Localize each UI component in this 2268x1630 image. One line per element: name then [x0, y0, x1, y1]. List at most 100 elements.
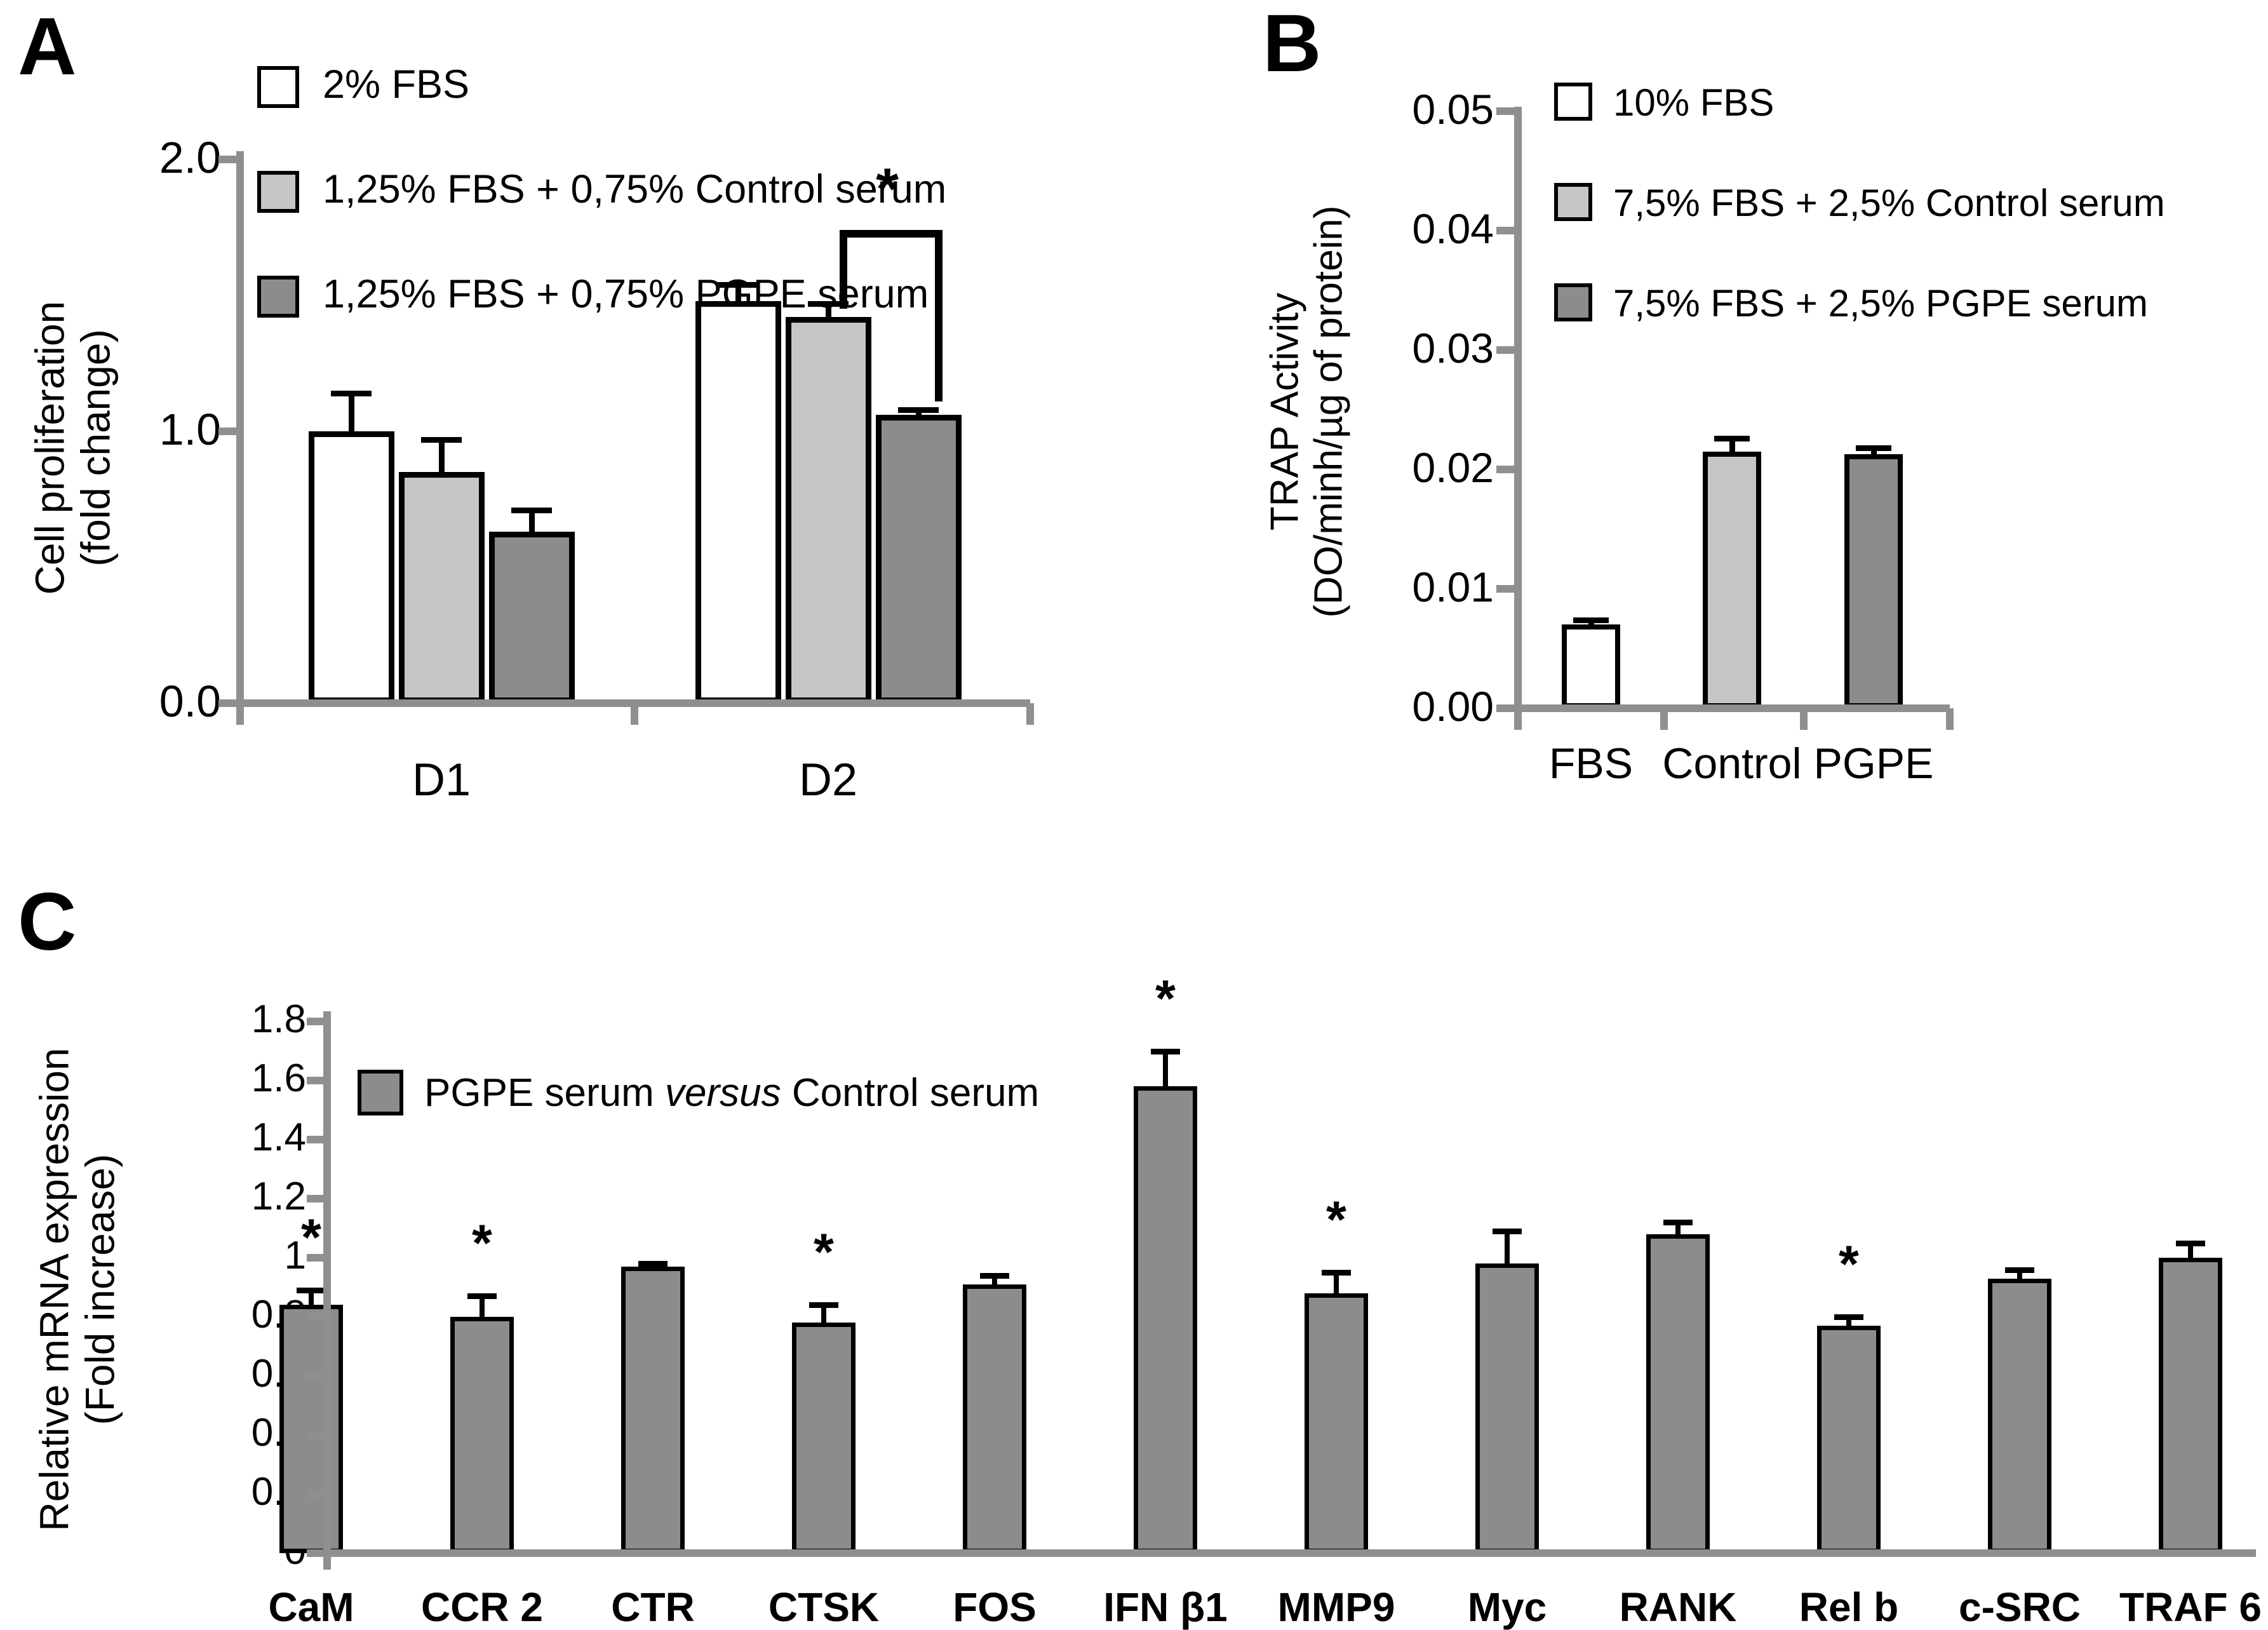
error-bar-line: [821, 1305, 826, 1323]
error-bar-line: [1163, 1051, 1168, 1087]
error-bar-line: [528, 510, 535, 532]
error-bar-cap: [1322, 1270, 1351, 1276]
error-bar-line: [2017, 1269, 2022, 1279]
error-bar-line: [1729, 438, 1735, 452]
x-category-label: FOS: [953, 1584, 1037, 1630]
x-axis-group-tick: [1946, 708, 1954, 730]
sig-bracket-left-leg: [840, 230, 847, 309]
error-bar-line: [1846, 1317, 1851, 1326]
error-bar-cap: [1856, 445, 1891, 452]
error-bar-cap: [511, 508, 552, 514]
x-category-label: MMP9: [1277, 1584, 1395, 1630]
bar: [1646, 1234, 1710, 1553]
y-tick-mark: [1496, 107, 1514, 115]
y-tick-mark: [307, 1372, 323, 1380]
panel-a-letter: A: [18, 1, 77, 92]
x-axis-line: [224, 699, 1030, 707]
legend-swatch-b-pgpe-serum: [1554, 283, 1592, 321]
error-bar-line: [992, 1275, 997, 1284]
error-bar-cap: [331, 391, 372, 397]
y-tick-mark: [307, 1431, 323, 1439]
error-bar-cap: [898, 407, 939, 413]
y-tick-mark: [307, 1195, 323, 1202]
error-bar-cap: [808, 300, 849, 307]
error-bar-cap: [718, 281, 758, 288]
error-bar-line: [2188, 1243, 2193, 1258]
x-axis-line: [314, 1549, 2256, 1557]
x-category-label: Myc: [1467, 1584, 1547, 1630]
error-bar-cap: [297, 1288, 326, 1294]
bar: [398, 472, 485, 703]
panel-c-y-axis-title: Relative mRNA expression (Fold increase): [31, 1047, 123, 1531]
significance-asterisk: *: [1326, 1191, 1346, 1249]
bar: [1844, 454, 1903, 708]
error-bar-line: [1505, 1231, 1510, 1264]
bar: [1562, 624, 1620, 708]
y-tick-mark: [307, 1490, 323, 1498]
x-category-label: CaM: [268, 1584, 354, 1630]
legend-label-control-serum: 1,25% FBS + 0,75% Control serum: [323, 167, 947, 212]
x-category-label: FBS: [1548, 739, 1634, 788]
error-bar-line: [1334, 1272, 1339, 1293]
panel-c-y-axis-title-line2: (Fold increase): [77, 1154, 123, 1425]
x-category-label: PGPE: [1813, 739, 1934, 788]
x-axis-group-tick: [631, 703, 638, 725]
error-bar-cap: [1663, 1220, 1693, 1226]
x-category-label: Control: [1662, 739, 1802, 788]
y-axis-line: [323, 1011, 331, 1570]
error-bar-cap: [980, 1272, 1009, 1279]
x-category-label: Rel b: [1799, 1584, 1899, 1630]
legend-c-text-prefix: PGPE serum: [424, 1071, 654, 1115]
y-tick-mark: [1496, 227, 1514, 234]
bar: [1134, 1086, 1197, 1553]
legend-swatch-control-serum: [257, 171, 299, 213]
legend-c-text-suffix: Control serum: [791, 1071, 1040, 1115]
bar: [875, 415, 962, 703]
x-axis-group-tick: [1800, 708, 1808, 730]
legend-swatch-2pct-fbs: [257, 66, 299, 108]
error-bar-cap: [809, 1302, 838, 1309]
error-bar-line: [1675, 1222, 1681, 1234]
error-bar-cap: [1151, 1048, 1180, 1054]
y-tick-label: 1.8: [251, 997, 306, 1041]
y-tick-mark: [1496, 346, 1514, 354]
bar: [2159, 1258, 2222, 1553]
legend-label-b-control-serum: 7,5% FBS + 2,5% Control serum: [1613, 182, 2165, 224]
x-category-label: RANK: [1619, 1584, 1737, 1630]
y-axis-line: [236, 151, 244, 725]
legend-swatch-10pct-fbs: [1554, 83, 1592, 121]
error-bar-cap: [467, 1293, 497, 1300]
y-tick-mark: [1496, 585, 1514, 593]
legend-label-c-pgpe-vs-control: PGPE serum versus Control serum: [424, 1074, 1039, 1113]
bar: [621, 1266, 685, 1553]
y-tick-label: 2.0: [159, 132, 221, 182]
x-category-label: CTR: [611, 1584, 695, 1630]
x-category-label: c-SRC: [1958, 1584, 2081, 1630]
y-tick-mark: [307, 1077, 323, 1084]
error-bar-cap: [1573, 617, 1609, 623]
sig-bracket-right-leg: [935, 230, 943, 401]
y-axis-line: [1514, 107, 1522, 730]
significance-asterisk: *: [1155, 969, 1176, 1028]
legend-label-10pct-fbs: 10% FBS: [1613, 81, 1775, 124]
error-bar-cap: [2005, 1267, 2034, 1273]
y-tick-mark: [307, 1313, 323, 1321]
bar: [785, 317, 871, 703]
error-bar-cap: [638, 1261, 668, 1267]
panel-c-letter: C: [18, 877, 77, 967]
x-axis-group-tick: [1026, 703, 1034, 725]
legend-label-b-pgpe-serum: 7,5% FBS + 2,5% PGPE serum: [1613, 282, 2149, 325]
y-tick-label: 0.04: [1412, 205, 1494, 252]
error-bar-cap: [1834, 1314, 1863, 1320]
error-bar-cap: [2176, 1240, 2205, 1246]
y-tick-mark: [1496, 466, 1514, 473]
bar: [1988, 1278, 2051, 1553]
bar: [792, 1323, 856, 1553]
bar: [450, 1317, 514, 1553]
x-axis-group-tick: [1660, 708, 1668, 730]
x-category-label: CTSK: [768, 1584, 880, 1630]
